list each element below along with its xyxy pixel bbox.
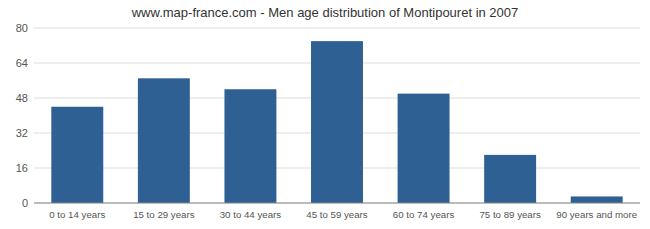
chart: www.map-france.com - Men age distributio… <box>0 0 650 229</box>
y-tick-label: 16 <box>16 162 28 174</box>
bar <box>484 155 536 203</box>
bar <box>571 196 623 203</box>
grid-line <box>34 28 640 29</box>
bars <box>51 41 622 203</box>
bar <box>138 78 190 203</box>
y-tick-label: 48 <box>16 92 28 104</box>
y-tick-label: 80 <box>16 22 28 34</box>
bar <box>311 41 363 203</box>
y-tick-label: 32 <box>16 127 28 139</box>
x-tick-label: 45 to 59 years <box>306 209 368 220</box>
y-tick-label: 0 <box>22 197 28 209</box>
bar <box>398 94 450 203</box>
x-tick-label: 60 to 74 years <box>393 209 455 220</box>
x-tick-label: 90 years and more <box>556 209 637 220</box>
bar <box>224 89 276 203</box>
x-tick-label: 15 to 29 years <box>133 209 195 220</box>
grid <box>34 28 640 203</box>
grid-line <box>34 203 640 204</box>
y-tick-label: 64 <box>16 57 28 69</box>
bar <box>51 107 103 203</box>
x-tick-label: 30 to 44 years <box>220 209 282 220</box>
title: www.map-france.com - Men age distributio… <box>131 5 519 20</box>
x-tick-label: 0 to 14 years <box>49 209 105 220</box>
x-axis-line <box>34 203 640 204</box>
x-tick-label: 75 to 89 years <box>479 209 541 220</box>
